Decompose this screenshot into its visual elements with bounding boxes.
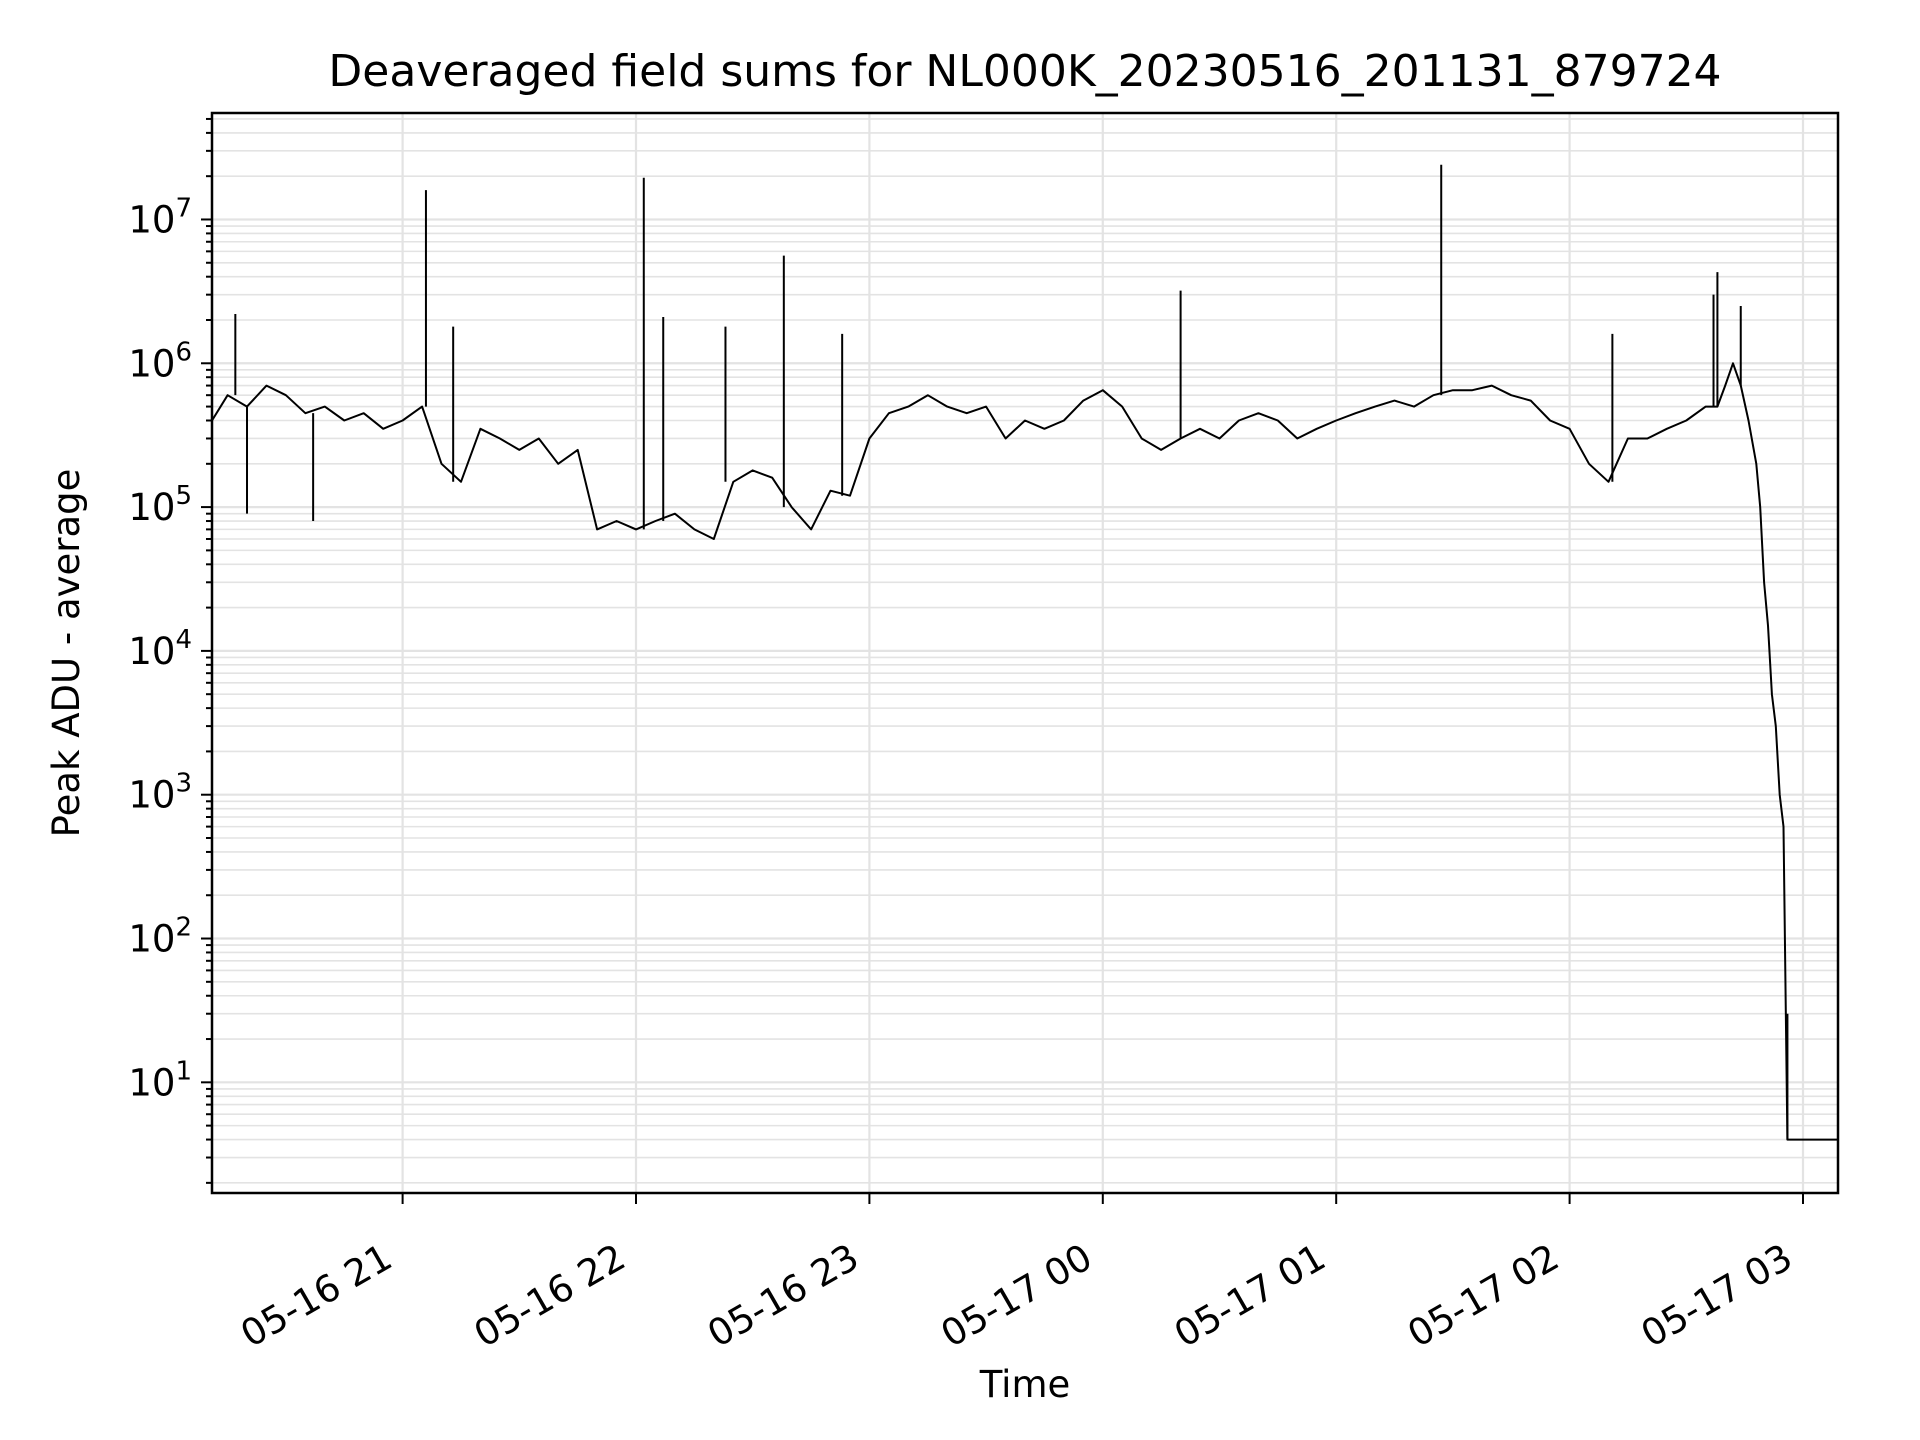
y-tick-label: 105 (128, 481, 192, 529)
y-tick-label: 102 (128, 913, 192, 961)
y-tick-label-base: 10 (128, 774, 175, 817)
y-tick-label-exponent: 7 (175, 193, 192, 223)
y-tick-label-base: 10 (128, 342, 175, 385)
series-group (211, 164, 1838, 1141)
y-tick-label-base: 10 (128, 630, 175, 673)
y-tick-label: 107 (128, 193, 192, 241)
y-tick-label: 103 (128, 769, 192, 817)
y-tick-label-exponent: 2 (175, 913, 192, 943)
y-tick-label-base: 10 (128, 198, 175, 241)
y-tick-label-base: 10 (128, 918, 175, 961)
y-tick-label-base: 10 (128, 486, 175, 529)
y-tick-label-exponent: 4 (175, 625, 192, 655)
plot-frame (210, 111, 1840, 1195)
series-line (211, 362, 1838, 1141)
y-tick-label-exponent: 5 (175, 481, 192, 511)
y-tick-label-exponent: 3 (175, 769, 192, 799)
chart-title: Deaveraged field sums for NL000K_2023051… (328, 46, 1721, 97)
x-axis-label: Time (979, 1363, 1071, 1406)
y-tick-label: 101 (128, 1056, 192, 1104)
y-tick-label-exponent: 6 (175, 337, 192, 367)
y-axis-label: Peak ADU - average (45, 469, 88, 838)
y-tick-label-base: 10 (128, 1061, 175, 1104)
y-tick-label-exponent: 1 (175, 1056, 192, 1086)
grid (212, 113, 1838, 1193)
y-tick-label: 106 (128, 337, 192, 385)
y-tick-label: 104 (128, 625, 192, 673)
